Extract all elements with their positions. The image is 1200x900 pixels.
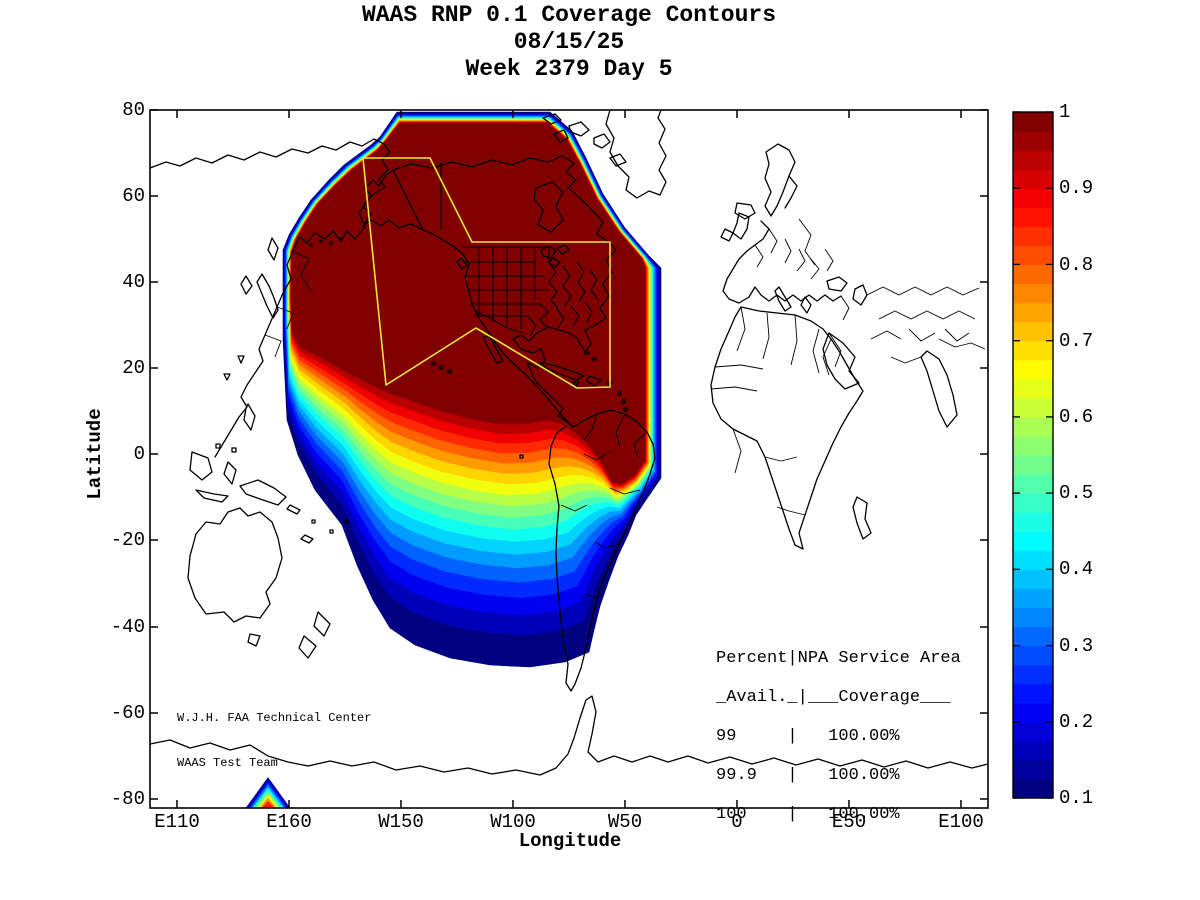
- cb-tick-0.2: 0.2: [1059, 711, 1094, 733]
- colorbar: [1013, 112, 1053, 799]
- availability-row-99.9: 99.9 | 100.00%: [716, 766, 900, 785]
- y-tick-n60: -60: [110, 702, 145, 724]
- x-tick-0: 0: [731, 811, 743, 833]
- x-tick-E50: E50: [831, 811, 867, 833]
- y-tick-80: 80: [122, 99, 145, 121]
- credit-line-2: WAAS Test Team: [177, 756, 278, 770]
- y-tick-0: 0: [133, 443, 145, 465]
- cb-tick-0.8: 0.8: [1059, 254, 1094, 276]
- x-tick-W150: W150: [378, 811, 424, 833]
- y-tick-40: 40: [122, 271, 145, 293]
- cb-tick-1: 1: [1059, 101, 1071, 123]
- credit-line-1: W.J.H. FAA Technical Center: [177, 711, 372, 725]
- country-borders: [264, 218, 986, 599]
- credit-text: W.J.H. FAA Technical Center WAAS Test Te…: [177, 681, 371, 801]
- cb-tick-0.4: 0.4: [1059, 558, 1094, 580]
- x-tick-W100: W100: [490, 811, 536, 833]
- cb-tick-0.9: 0.9: [1059, 177, 1094, 199]
- availability-table-header: Percent|NPA Service Area: [716, 649, 961, 668]
- y-tick-n20: -20: [110, 529, 145, 551]
- figure-week-day: Week 2379 Day 5: [465, 56, 673, 82]
- cb-tick-0.5: 0.5: [1059, 482, 1094, 504]
- antarctic-contour-peak: [246, 777, 290, 808]
- x-axis-label: Longitude: [518, 830, 622, 852]
- cb-tick-0.7: 0.7: [1059, 330, 1094, 352]
- y-axis-label: Latitude: [84, 408, 106, 500]
- x-tick-E160: E160: [266, 811, 312, 833]
- y-tick-20: 20: [122, 357, 145, 379]
- x-tick-W50: W50: [607, 811, 643, 833]
- availability-row-100: 100 | 100.00%: [716, 805, 900, 824]
- availability-table: Percent|NPA Service Area _Avail._|___Cov…: [716, 626, 961, 847]
- availability-table-subheader: _Avail._|___Coverage___: [716, 688, 951, 707]
- axis-tick-marks: [150, 109, 988, 808]
- y-tick-n80: -80: [110, 788, 145, 810]
- coverage-contours: [282, 111, 662, 668]
- npa-service-area-boundary: [362, 157, 611, 389]
- colorbar-tick-marks: [1013, 111, 1053, 799]
- us-state-lines: [440, 162, 599, 337]
- x-tick-E100: E100: [938, 811, 984, 833]
- axes-box: [149, 109, 989, 809]
- colorbar-frame: [1012, 111, 1054, 799]
- cb-tick-0.3: 0.3: [1059, 635, 1094, 657]
- figure-title: WAAS RNP 0.1 Coverage Contours: [361, 2, 777, 28]
- cb-tick-0.1: 0.1: [1059, 787, 1094, 809]
- availability-row-99: 99 | 100.00%: [716, 727, 900, 746]
- cb-tick-0.6: 0.6: [1059, 406, 1094, 428]
- x-tick-E110: E110: [154, 811, 200, 833]
- y-tick-60: 60: [122, 185, 145, 207]
- world-coastlines: [150, 110, 988, 776]
- figure-date: 08/15/25: [513, 29, 625, 55]
- y-tick-n40: -40: [110, 616, 145, 638]
